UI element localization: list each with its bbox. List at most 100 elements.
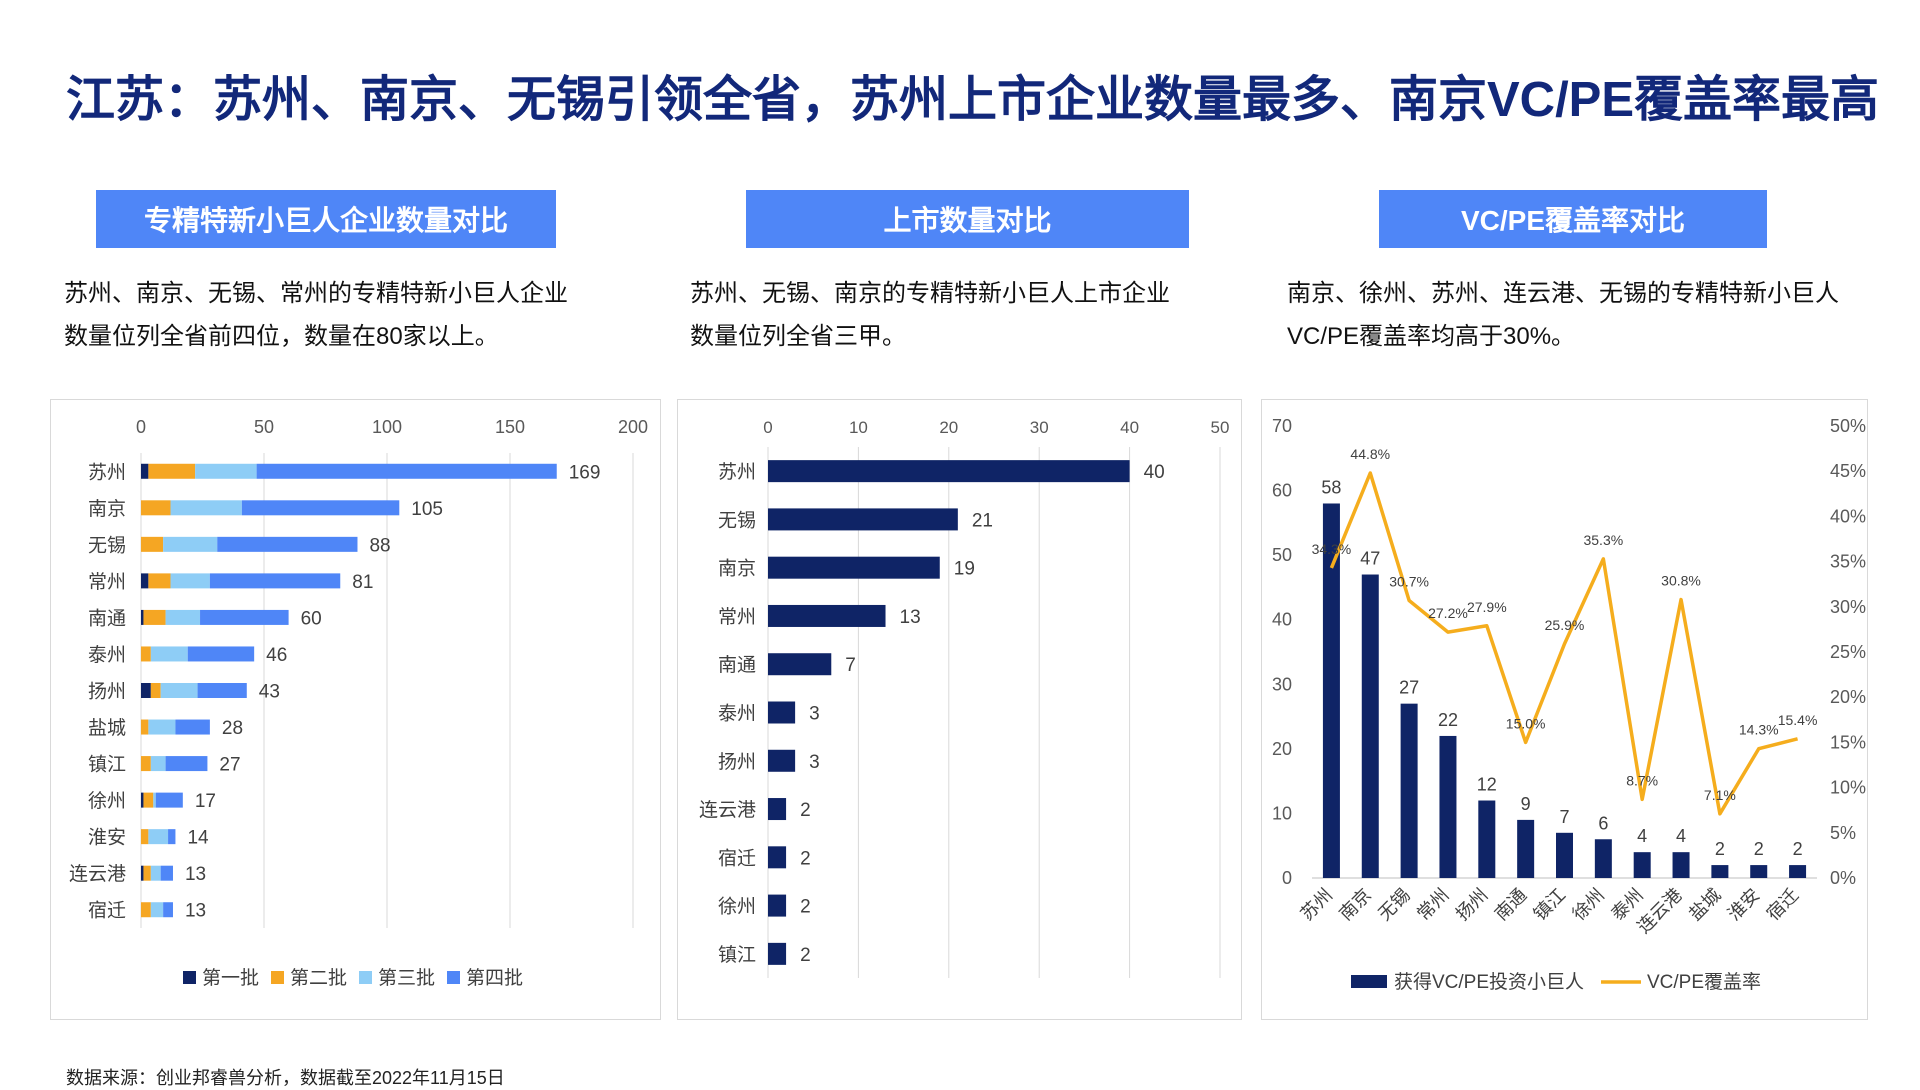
- category-label: 南通: [718, 654, 756, 676]
- bar-data-label: 7: [1559, 807, 1569, 827]
- bar-data-label: 47: [1360, 549, 1380, 569]
- category-label: 连云港: [699, 799, 756, 821]
- category-label: 镇江: [88, 754, 126, 776]
- bar-segment-2: [141, 536, 164, 552]
- category-label: 苏州: [88, 461, 126, 483]
- legend-swatch: [183, 971, 196, 984]
- x-tick-label: 0: [763, 418, 772, 437]
- bar-segment-4: [217, 536, 358, 552]
- data-label: 60: [301, 608, 322, 629]
- bar-segment-2: [141, 829, 149, 845]
- category-label: 扬州: [1452, 885, 1492, 925]
- y-left-tick-label: 30: [1272, 674, 1292, 694]
- bar-segment-3: [148, 829, 169, 845]
- bar-segment-2: [143, 792, 154, 808]
- legend-swatch: [271, 971, 284, 984]
- x-tick-label: 150: [495, 417, 525, 437]
- line-data-label: 30.7%: [1389, 573, 1429, 589]
- data-label: 40: [1144, 462, 1165, 483]
- chart-panel-listed-count: 0 10 20 30 40 50 苏州 40 无锡 21 南京 19 常州 13 南通 7 泰州 3 扬州 3 连云港 2…: [677, 399, 1242, 1020]
- bar-segment-3: [150, 646, 188, 662]
- category-label: 扬州: [88, 681, 126, 703]
- section-desc-vcpe-coverage: 南京、徐州、苏州、连云港、无锡的专精特新小巨人 VC/PE覆盖率均高于30%。: [1287, 272, 1839, 358]
- bar-segment-3: [195, 463, 257, 479]
- data-label: 28: [222, 718, 243, 739]
- bar-data-label: 58: [1321, 477, 1341, 497]
- page-title: 江苏：苏州、南京、无锡引领全省，苏州上市企业数量最多、南京VC/PE覆盖率最高: [66, 73, 1880, 127]
- data-label: 13: [185, 864, 206, 885]
- y-right-tick-label: 5%: [1830, 823, 1856, 843]
- bar-segment-3: [150, 756, 166, 772]
- bar: [1322, 503, 1340, 878]
- bar: [768, 556, 940, 579]
- bar: [1478, 800, 1496, 878]
- bar-segment-1: [141, 463, 149, 479]
- category-label: 淮安: [1724, 885, 1764, 925]
- y-right-tick-label: 0%: [1830, 868, 1856, 888]
- bar-segment-1: [141, 573, 149, 589]
- data-label: 14: [187, 828, 209, 849]
- bar-data-label: 9: [1521, 794, 1531, 814]
- bar: [1556, 832, 1573, 878]
- category-label: 连云港: [1634, 885, 1686, 937]
- line-data-label: 35.3%: [1583, 532, 1623, 548]
- bar-segment-2: [143, 865, 151, 881]
- bar-data-label: 27: [1399, 678, 1419, 698]
- bar: [768, 942, 787, 965]
- bar: [768, 798, 787, 821]
- bar-segment-4: [187, 646, 255, 662]
- bar: [1361, 574, 1379, 878]
- data-label: 2: [800, 848, 811, 869]
- bar-segment-3: [170, 500, 242, 516]
- bar-segment-2: [141, 756, 151, 772]
- bar-segment-3: [165, 609, 201, 625]
- y-right-tick-label: 15%: [1830, 732, 1866, 752]
- y-right-tick-label: 45%: [1830, 461, 1866, 481]
- bar-segment-4: [197, 683, 247, 698]
- bar-segment-4: [168, 829, 176, 845]
- y-left-tick-label: 50: [1272, 545, 1292, 565]
- data-label: 13: [185, 901, 206, 922]
- bar-segment-1: [141, 609, 144, 625]
- x-tick-label: 50: [1211, 418, 1230, 437]
- bar-segment-2: [141, 719, 149, 735]
- data-label: 27: [219, 755, 240, 776]
- bar-segment-2: [141, 646, 151, 662]
- category-label: 南京: [1335, 885, 1375, 925]
- bar-segment-4: [200, 609, 289, 625]
- line-data-label: 25.9%: [1545, 617, 1585, 633]
- bar: [768, 604, 886, 627]
- category-label: 徐州: [1569, 885, 1609, 925]
- y-right-tick-label: 35%: [1830, 552, 1866, 572]
- bar: [1439, 735, 1457, 878]
- bar-segment-1: [141, 683, 151, 698]
- bar-segment-4: [209, 573, 341, 589]
- y-right-tick-label: 40%: [1830, 506, 1866, 526]
- category-label: 泰州: [88, 644, 126, 666]
- data-label: 88: [369, 535, 390, 556]
- bar-segment-1: [141, 865, 144, 881]
- bar-segment-4: [155, 792, 183, 808]
- bar-segment-3: [160, 683, 198, 698]
- line-data-label: 8.7%: [1626, 772, 1658, 788]
- line-data-label: 15.4%: [1778, 712, 1818, 728]
- legend-label: VC/PE覆盖率: [1647, 971, 1761, 993]
- bar-segment-4: [256, 463, 557, 479]
- category-label: 淮安: [88, 827, 126, 849]
- bar: [1672, 852, 1690, 878]
- bar: [768, 460, 1130, 483]
- category-label: 连云港: [69, 863, 126, 885]
- legend-swatch-bar: [1351, 975, 1387, 988]
- category-label: 徐州: [718, 896, 756, 918]
- bar-segment-3: [150, 902, 164, 918]
- y-right-tick-label: 10%: [1830, 778, 1866, 798]
- data-label: 43: [259, 682, 280, 703]
- line-data-label: 30.8%: [1661, 573, 1701, 589]
- desc-line: 苏州、南京、无锡、常州的专精特新小巨人企业: [64, 280, 568, 307]
- chart-panel-vcpe-coverage: 0 10 20 30 40 50 60 70 0% 5% 10% 15% 20% 25% 30% 35% 40%…: [1261, 399, 1868, 1020]
- y-left-tick-label: 60: [1272, 481, 1292, 501]
- x-tick-label: 100: [372, 417, 402, 437]
- chart-panel-xiaojuren-count: 0 50 100 150 200 苏州 169 南京 105 无锡 88 常州 81 南通 60 泰州 46 扬州…: [50, 399, 661, 1020]
- bar-data-label: 6: [1598, 813, 1608, 833]
- data-label: 3: [809, 704, 820, 725]
